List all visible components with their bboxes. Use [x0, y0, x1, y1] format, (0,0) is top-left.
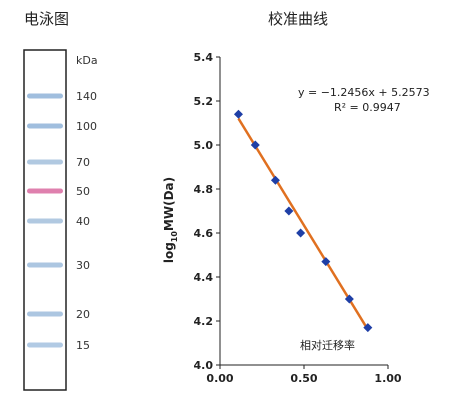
gel-marker-label-15: 15 [76, 339, 90, 352]
data-point-1 [233, 109, 243, 119]
chart-title: 校准曲线 [268, 10, 329, 28]
gel-band-40 [27, 218, 63, 224]
y-tick-label-4.0: 4.0 [194, 359, 214, 372]
fit-line [237, 117, 369, 331]
gel-marker-label-30: 30 [76, 259, 90, 272]
gel-title: 电泳图 [24, 10, 70, 28]
y-tick-label-5.4: 5.4 [194, 51, 214, 64]
y-axis-title-base: log [162, 242, 176, 263]
x-tick-label-0.00: 0.00 [206, 372, 233, 385]
fit-r-squared: R² = 0.9947 [334, 101, 401, 114]
gel-image: kDa 140 100 70 50 40 30 20 15 [23, 49, 98, 391]
y-axis: 4.0 4.2 4.4 4.6 4.8 5.0 5.2 5.4 [194, 51, 221, 372]
y-axis-title: log10MW(Da) [162, 177, 179, 263]
x-tick-label-1.00: 1.00 [374, 372, 401, 385]
x-tick-label-0.50: 0.50 [290, 372, 317, 385]
calibration-chart: 4.0 4.2 4.4 4.6 4.8 5.0 5.2 5.4 0.00 0.50 1.00 lo… [162, 51, 430, 385]
gel-band-140 [27, 93, 63, 99]
data-points [233, 109, 373, 333]
data-point-5 [296, 228, 306, 238]
y-tick-label-4.6: 4.6 [194, 227, 214, 240]
gel-bands [27, 93, 63, 348]
fit-line-group [237, 117, 369, 331]
gel-marker-label-40: 40 [76, 215, 90, 228]
gel-marker-label-50: 50 [76, 185, 90, 198]
y-tick-label-5.2: 5.2 [194, 95, 214, 108]
gel-marker-labels: 140 100 70 50 40 30 20 15 [76, 90, 97, 352]
gel-band-100 [27, 123, 63, 129]
y-tick-label-4.2: 4.2 [194, 315, 214, 328]
y-tick-label-4.4: 4.4 [194, 271, 214, 284]
gel-band-30 [27, 262, 63, 268]
gel-marker-label-140: 140 [76, 90, 97, 103]
gel-marker-label-70: 70 [76, 156, 90, 169]
y-tick-label-5.0: 5.0 [194, 139, 214, 152]
fit-equation: y = −1.2456x + 5.2573 [298, 86, 430, 99]
data-point-7 [344, 294, 354, 304]
data-point-2 [250, 140, 260, 150]
y-axis-title-rest: MW(Da) [162, 177, 176, 231]
x-axis: 0.00 0.50 1.00 [206, 364, 402, 385]
gel-unit-label: kDa [76, 54, 98, 67]
gel-marker-label-20: 20 [76, 308, 90, 321]
gel-band-15 [27, 342, 63, 348]
data-point-4 [284, 206, 294, 216]
gel-band-50 [27, 188, 63, 194]
data-point-3 [270, 175, 280, 185]
gel-band-20 [27, 311, 63, 317]
x-axis-title: 相对迁移率 [300, 338, 355, 352]
y-axis-title-sub: 10 [170, 231, 179, 243]
data-point-8 [363, 323, 373, 333]
gel-band-70 [27, 159, 63, 165]
data-point-6 [321, 257, 331, 267]
y-tick-label-4.8: 4.8 [194, 183, 214, 196]
gel-marker-label-100: 100 [76, 120, 97, 133]
